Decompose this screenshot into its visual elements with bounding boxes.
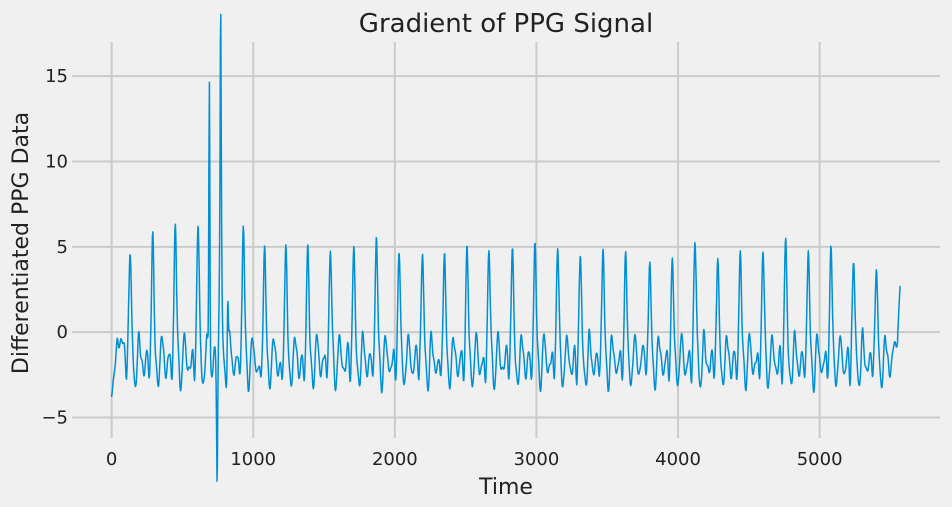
y-tick-label: 5 — [57, 237, 68, 258]
y-tick-label: 10 — [45, 151, 68, 172]
x-tick-label: 3000 — [514, 449, 560, 470]
series-line-ppg-gradient — [110, 13, 901, 482]
y-tick-labels: −5 0 5 10 15 — [41, 66, 68, 428]
y-axis-label: Differentiated PPG Data — [9, 112, 34, 374]
x-tick-label: 0 — [106, 449, 117, 470]
y-tick-label: 0 — [57, 322, 68, 343]
chart-title: Gradient of PPG Signal — [359, 9, 653, 39]
x-axis-label: Time — [478, 475, 533, 500]
x-tick-labels: 0 1000 2000 3000 4000 5000 — [106, 449, 843, 470]
x-tick-label: 4000 — [655, 449, 701, 470]
x-tick-label: 1000 — [230, 449, 276, 470]
y-tick-label: 15 — [45, 66, 68, 87]
x-tick-label: 2000 — [372, 449, 418, 470]
y-tick-label: −5 — [41, 408, 68, 429]
x-tick-label: 5000 — [797, 449, 843, 470]
